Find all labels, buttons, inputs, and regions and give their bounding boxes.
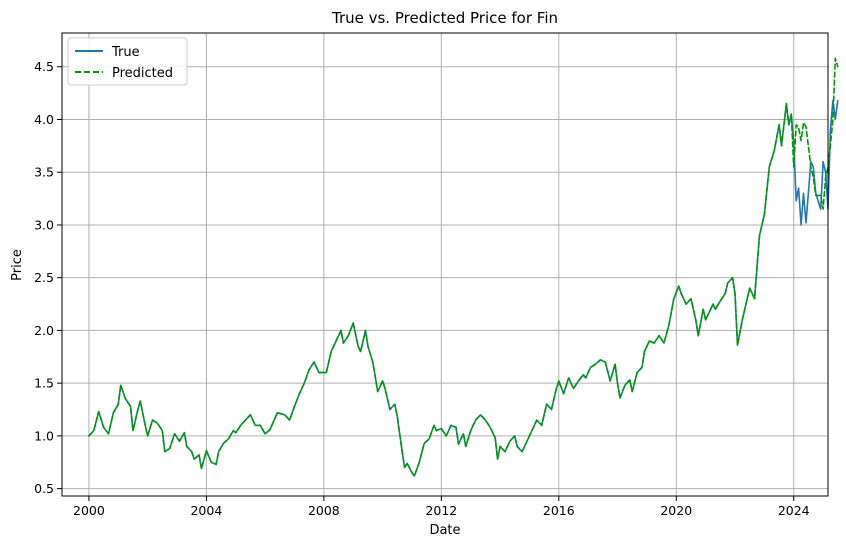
x-tick-label: 2024 [778,503,810,518]
grid [62,33,828,496]
y-axis-title: Price [10,249,25,281]
y-tick-label: 4.0 [34,112,54,127]
legend-label-predicted: Predicted [112,66,173,81]
x-tick-label: 2012 [425,503,457,518]
x-tick-label: 2016 [543,503,575,518]
plot-frame [61,32,829,497]
y-tick-label: 2.0 [34,323,54,338]
series-line-predicted [88,57,839,477]
y-tick-label: 3.5 [34,165,54,180]
legend: True Predicted [67,37,188,86]
y-tick-label: 4.5 [34,59,54,74]
y-tick-label: 2.5 [34,270,54,285]
x-tick-label: 2008 [308,503,340,518]
x-axis-title: Date [429,523,460,538]
y-tick-label: 0.5 [34,481,54,496]
x-tick-label: 2020 [660,503,692,518]
y-tick-label: 3.0 [34,217,54,232]
y-tick-label: 1.5 [34,376,54,391]
y-tick-label: 1.0 [34,428,54,443]
ticks: 2000 2004 2008 2012 2016 2020 2024 0.5 1.0 1.5 2.0… [34,59,810,518]
x-tick-label: 2004 [190,503,222,518]
chart-title: True vs. Predicted Price for Fin [331,9,558,27]
series-layer [88,57,839,477]
x-tick-label: 2000 [73,503,105,518]
legend-box [67,37,188,86]
legend-label-true: True [111,45,140,60]
